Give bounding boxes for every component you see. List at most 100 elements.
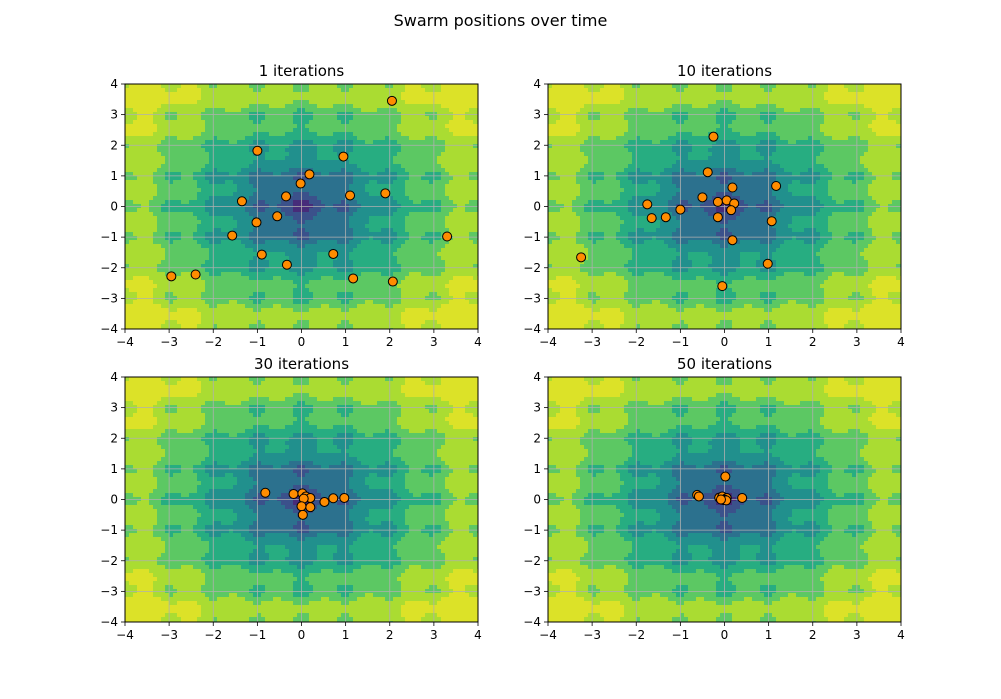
particle-point [737,492,748,503]
particle-point [720,471,731,482]
subplot-title: 1 iterations [259,62,345,80]
particle-point [380,188,391,199]
particle-point [338,151,349,162]
particle-point [328,248,339,259]
x-tick-label: 0 [721,335,729,349]
particle-series [260,487,350,520]
particle-point [348,273,359,284]
particle-series [692,471,748,506]
y-tick-label: 3 [110,108,118,122]
x-tick-label: −3 [583,335,601,349]
y-tick-label: 1 [533,462,541,476]
x-tick-label: 1 [765,628,773,642]
y-tick-label: 0 [110,200,118,214]
x-tick-label: −1 [249,335,267,349]
subplot-title: 50 iterations [677,355,772,373]
y-tick-label: 2 [533,431,541,445]
particle-series [166,95,453,287]
subplot-1: −4 −3 −2 −1 0 1 2 3 4 −4 −3 −2 −1 0 1 2 3 4 1 iterations [100,62,482,349]
particle-point [717,281,728,292]
x-tick-label: −3 [160,628,178,642]
x-tick-label: 4 [897,335,905,349]
y-tick-label: 1 [533,169,541,183]
y-tick-label: −1 [100,230,118,244]
y-tick-label: −1 [523,230,541,244]
x-tick-label: −2 [627,628,645,642]
particle-point [708,131,719,142]
subplot-2: −4 −3 −2 −1 0 1 2 3 4 −4 −3 −2 −1 0 1 2 3 4 10 iterations [523,62,905,349]
particle-point [296,501,307,512]
y-tick-label: −4 [523,615,541,629]
particle-point [288,488,299,499]
y-tick-label: −2 [523,554,541,568]
x-tick-label: 3 [430,335,438,349]
particle-point [726,205,737,216]
x-tick-label: −2 [627,335,645,349]
particle-point [304,169,315,180]
x-tick-label: −1 [672,335,690,349]
x-tick-label: 1 [765,335,773,349]
y-tick-label: −4 [100,615,118,629]
x-tick-label: −1 [672,628,690,642]
particle-series [576,131,782,292]
particle-point [727,235,738,246]
y-tick-label: 4 [533,77,541,91]
particle-point [251,217,262,228]
particle-point [260,487,271,498]
subplot-title: 10 iterations [677,62,772,80]
x-tick-label: 2 [809,628,817,642]
x-tick-label: −3 [160,335,178,349]
particle-point [762,258,773,269]
particle-point [166,271,177,282]
y-tick-label: 2 [533,138,541,152]
particle-point [281,259,292,270]
y-tick-label: 2 [110,138,118,152]
particle-point [387,276,398,287]
x-tick-label: 0 [298,628,306,642]
y-tick-label: 0 [533,493,541,507]
y-tick-label: 1 [110,169,118,183]
particle-point [319,496,330,507]
x-tick-label: 3 [853,335,861,349]
particle-point [236,196,247,207]
x-tick-label: 4 [474,628,482,642]
x-tick-label: −2 [204,335,222,349]
y-tick-label: 2 [110,431,118,445]
particle-point [328,493,339,504]
particle-point [297,509,308,520]
particle-point [642,199,653,210]
y-tick-label: 3 [110,401,118,415]
y-tick-label: −2 [100,261,118,275]
particle-point [345,190,356,201]
particle-point [252,145,263,156]
y-tick-label: 3 [533,401,541,415]
x-tick-label: 2 [809,335,817,349]
particle-point [766,216,777,227]
y-tick-label: −2 [100,554,118,568]
x-tick-label: 4 [897,628,905,642]
particle-point [256,249,267,260]
x-tick-label: 2 [386,335,394,349]
subplot-4: −4 −3 −2 −1 0 1 2 3 4 −4 −3 −2 −1 0 1 2 3 4 50 iterations [523,355,905,642]
x-tick-label: 4 [474,335,482,349]
particle-point [190,269,201,280]
y-tick-label: 4 [110,77,118,91]
x-tick-label: 0 [298,335,306,349]
y-tick-label: 0 [110,493,118,507]
particle-point [771,180,782,191]
particle-point [727,182,738,193]
y-tick-label: −3 [100,291,118,305]
y-tick-label: 3 [533,108,541,122]
subplot-title: 30 iterations [254,355,349,373]
x-tick-label: 3 [853,628,861,642]
x-tick-label: 3 [430,628,438,642]
y-tick-label: 1 [110,462,118,476]
particle-point [576,252,587,263]
y-tick-label: −3 [523,291,541,305]
particle-point [386,95,397,106]
particle-point [281,191,292,202]
x-tick-label: −4 [116,335,134,349]
y-tick-label: −1 [523,523,541,537]
x-tick-label: 0 [721,628,729,642]
